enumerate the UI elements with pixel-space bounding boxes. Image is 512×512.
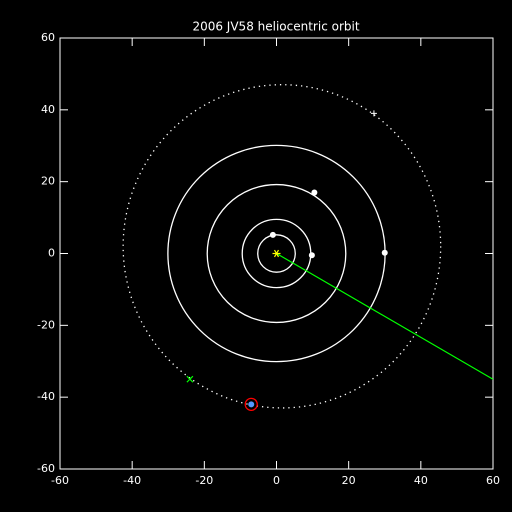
planet	[311, 189, 318, 196]
target	[248, 401, 255, 408]
y-tick-label: 0	[48, 247, 55, 260]
chart-title: 2006 JV58 heliocentric orbit	[192, 20, 359, 34]
y-tick-label: -40	[37, 390, 55, 403]
x-tick-label: -60	[51, 474, 69, 487]
orbit	[206, 183, 347, 324]
x-tick-label: 40	[414, 474, 428, 487]
y-tick-label: 20	[41, 175, 55, 188]
planet	[308, 252, 315, 259]
plus-marker	[370, 110, 377, 117]
star-stroke	[273, 249, 280, 258]
direction-line	[276, 252, 494, 380]
x-tick-label: 0	[273, 474, 280, 487]
y-tick-label: -60	[37, 462, 55, 475]
y-tick-label: 60	[41, 31, 55, 44]
planet	[269, 231, 276, 238]
y-tick-label: 40	[41, 103, 55, 116]
orbit	[257, 234, 296, 273]
cross-marker	[186, 375, 194, 383]
dotted-orbit	[122, 84, 442, 409]
y-tick-label: -20	[37, 318, 55, 331]
planet	[381, 249, 388, 256]
x-tick-label: 20	[342, 474, 356, 487]
x-tick-label: 60	[486, 474, 500, 487]
sun	[272, 249, 281, 258]
target-ring	[244, 397, 258, 412]
x-tick-label: -40	[123, 474, 141, 487]
x-tick-label: -20	[195, 474, 213, 487]
